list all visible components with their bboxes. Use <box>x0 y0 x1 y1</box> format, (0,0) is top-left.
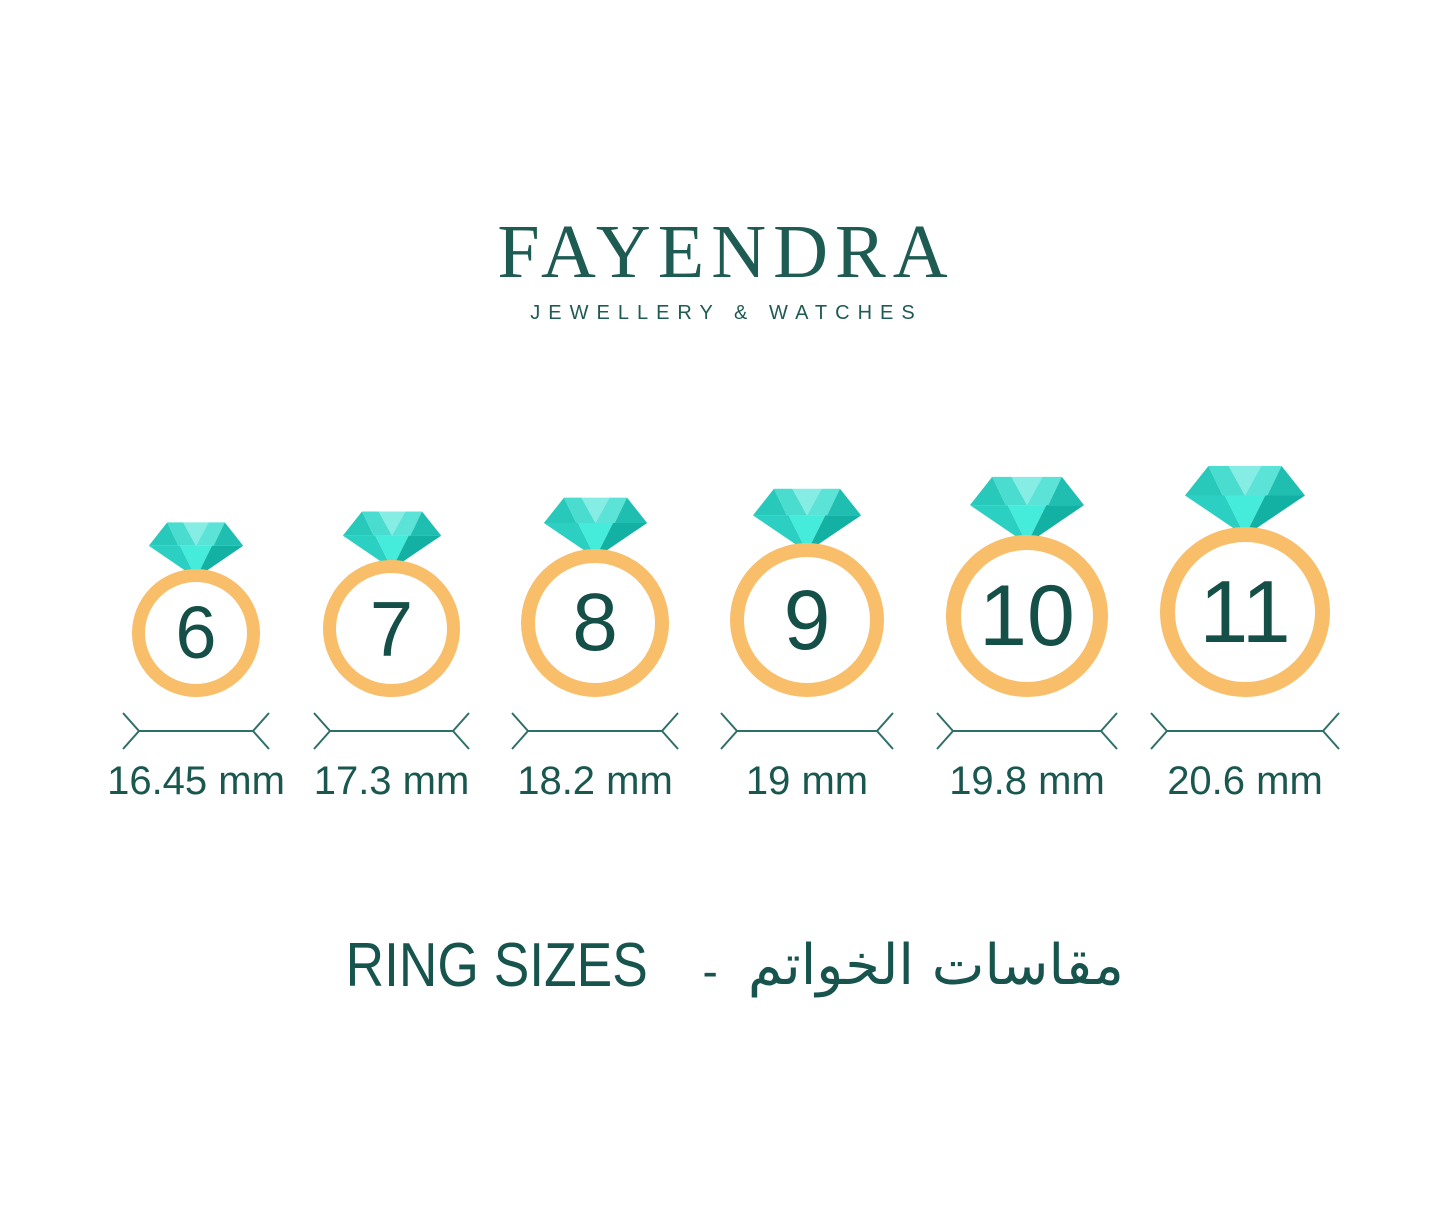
diamond-icon <box>342 511 441 569</box>
brand-name: FAYENDRA <box>497 210 955 294</box>
page-title: RING SIZES - مقاسات الخواتم <box>0 930 1445 1001</box>
diameter-arrow-icon <box>1150 712 1340 750</box>
brand-tagline: JEWELLERY & WATCHES <box>530 302 923 324</box>
diameter-arrow-icon <box>720 712 894 750</box>
page-title-english: RING SIZES <box>345 931 648 1000</box>
ring-item-size-11: 11 20.6 mm <box>1150 463 1340 804</box>
ring-item-size-7: 7 17.3 mm <box>313 509 470 804</box>
brand-logo: FAYENDRA JEWELLERY & WATCHES <box>0 214 1445 325</box>
ring-band: 9 <box>730 543 884 697</box>
diameter-arrow-icon <box>313 712 470 750</box>
ring-item-size-10: 10 19.8 mm <box>936 474 1118 804</box>
diameter-label: 20.6 mm <box>1167 759 1323 803</box>
ring-band: 6 <box>132 569 260 697</box>
title-separator: - <box>702 944 718 997</box>
ring-size-number: 10 <box>979 568 1075 664</box>
ring-band: 10 <box>946 535 1108 697</box>
ring-item-size-6: 6 16.45 mm <box>107 520 285 804</box>
ring-item-size-9: 9 19 mm <box>720 486 894 804</box>
page-title-arabic: مقاسات الخواتم <box>747 933 1124 998</box>
diameter-label: 18.2 mm <box>517 759 673 803</box>
diameter-arrow-icon <box>122 712 270 750</box>
diameter-arrow-icon <box>936 712 1118 750</box>
diamond-icon <box>1185 466 1305 536</box>
ring-size-number: 9 <box>783 573 831 667</box>
diameter-label: 16.45 mm <box>107 759 285 803</box>
ring-band: 11 <box>1160 527 1330 697</box>
ring-band: 8 <box>521 549 669 697</box>
diameter-label: 17.3 mm <box>313 759 470 803</box>
ring-band: 7 <box>323 560 460 697</box>
ring-size-number: 7 <box>369 584 414 673</box>
ring-size-number: 11 <box>1199 562 1291 661</box>
ring-size-number: 8 <box>572 577 618 668</box>
ring-size-number: 6 <box>175 591 217 674</box>
diameter-label: 19.8 mm <box>949 759 1105 803</box>
diameter-arrow-icon <box>511 712 679 750</box>
ring-item-size-8: 8 18.2 mm <box>511 495 679 804</box>
diamond-icon <box>969 476 1085 544</box>
diamond-icon <box>752 488 862 552</box>
diamond-icon <box>543 497 647 558</box>
diameter-label: 19 mm <box>745 759 869 803</box>
